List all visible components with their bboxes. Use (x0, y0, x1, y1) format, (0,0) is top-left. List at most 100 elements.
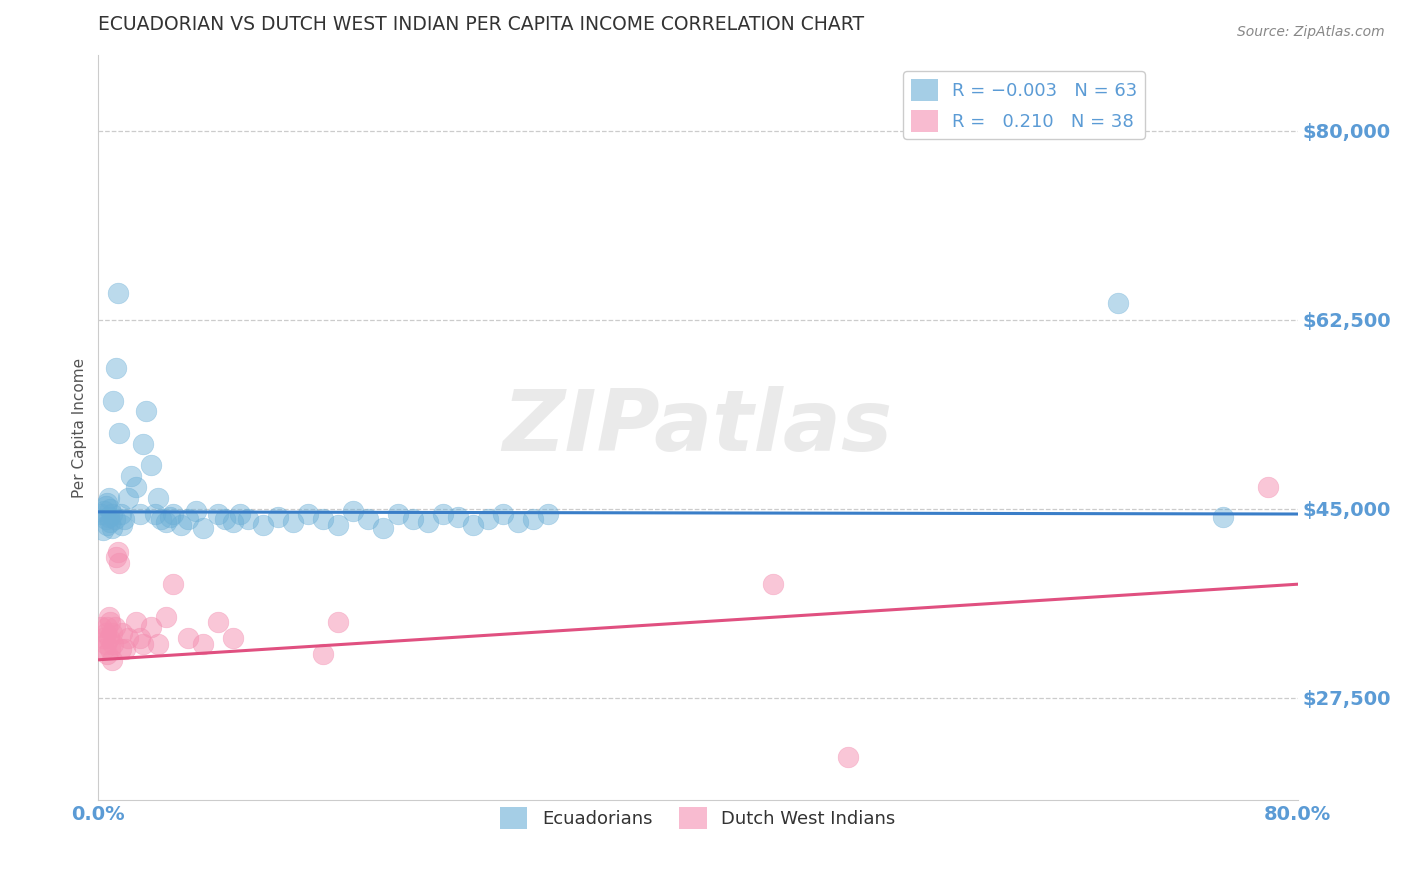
Point (402, 512, 425, 526)
Point (143, 507, 166, 521)
Point (103, 620, 125, 634)
Point (129, 631, 152, 645)
Point (150, 512, 173, 526)
Point (135, 404, 157, 418)
Point (326, 517, 349, 532)
Point (139, 620, 162, 634)
Point (110, 642, 132, 657)
Point (191, 521, 214, 535)
Point (387, 507, 409, 521)
Point (416, 515, 439, 529)
Point (222, 631, 245, 645)
Point (96, 648, 118, 662)
Point (93, 642, 115, 657)
Point (1107, 296, 1129, 310)
Point (447, 510, 470, 524)
Point (103, 512, 125, 526)
Y-axis label: Per Capita Income: Per Capita Income (72, 358, 87, 498)
Point (98, 501, 121, 516)
Point (229, 507, 252, 521)
Point (100, 653, 122, 667)
Point (96, 496, 118, 510)
Point (98, 642, 121, 657)
Point (342, 504, 364, 518)
Point (94, 500, 117, 514)
Point (101, 637, 124, 651)
Point (120, 469, 142, 483)
Point (97, 609, 120, 624)
Point (97, 491, 120, 505)
Point (96, 620, 118, 634)
Point (169, 517, 191, 532)
Legend: Ecuadorians, Dutch West Indians: Ecuadorians, Dutch West Indians (494, 799, 903, 836)
Point (117, 491, 139, 505)
Point (146, 491, 169, 505)
Point (96, 517, 118, 532)
Point (222, 515, 245, 529)
Point (124, 480, 146, 494)
Point (98, 615, 121, 629)
Point (94, 625, 117, 640)
Point (492, 507, 515, 521)
Point (214, 512, 236, 526)
Point (177, 512, 200, 526)
Point (177, 631, 200, 645)
Point (94, 637, 117, 651)
Point (101, 393, 124, 408)
Point (155, 515, 177, 529)
Point (111, 517, 134, 532)
Point (477, 512, 499, 526)
Text: ZIPatlas: ZIPatlas (503, 386, 893, 469)
Point (281, 515, 304, 529)
Point (93, 504, 115, 518)
Point (236, 512, 259, 526)
Point (1257, 480, 1279, 494)
Point (132, 437, 155, 451)
Point (432, 507, 454, 521)
Point (107, 545, 129, 559)
Point (159, 510, 181, 524)
Point (108, 556, 131, 570)
Point (94, 512, 117, 526)
Point (114, 642, 136, 657)
Point (90, 507, 112, 521)
Point (97, 510, 120, 524)
Point (184, 504, 207, 518)
Text: Source: ZipAtlas.com: Source: ZipAtlas.com (1237, 25, 1385, 39)
Point (267, 510, 290, 524)
Point (91, 523, 114, 537)
Point (108, 425, 131, 440)
Point (112, 512, 135, 526)
Text: ECUADORIAN VS DUTCH WEST INDIAN PER CAPITA INCOME CORRELATION CHART: ECUADORIAN VS DUTCH WEST INDIAN PER CAPI… (98, 15, 865, 34)
Point (97, 631, 120, 645)
Point (312, 648, 335, 662)
Point (117, 631, 139, 645)
Point (155, 609, 177, 624)
Point (252, 517, 274, 532)
Point (371, 521, 394, 535)
Point (100, 507, 122, 521)
Point (357, 512, 380, 526)
Point (146, 637, 169, 651)
Point (191, 637, 214, 651)
Point (1212, 510, 1234, 524)
Point (506, 515, 529, 529)
Point (522, 512, 544, 526)
Point (207, 615, 229, 629)
Point (111, 625, 134, 640)
Point (312, 512, 335, 526)
Point (837, 750, 859, 764)
Point (110, 507, 132, 521)
Point (90, 620, 112, 634)
Point (124, 615, 146, 629)
Point (100, 521, 122, 535)
Point (326, 615, 349, 629)
Point (162, 507, 184, 521)
Point (100, 625, 122, 640)
Point (132, 637, 155, 651)
Point (162, 577, 184, 591)
Point (461, 517, 484, 532)
Point (139, 458, 162, 473)
Point (91, 631, 114, 645)
Point (129, 507, 152, 521)
